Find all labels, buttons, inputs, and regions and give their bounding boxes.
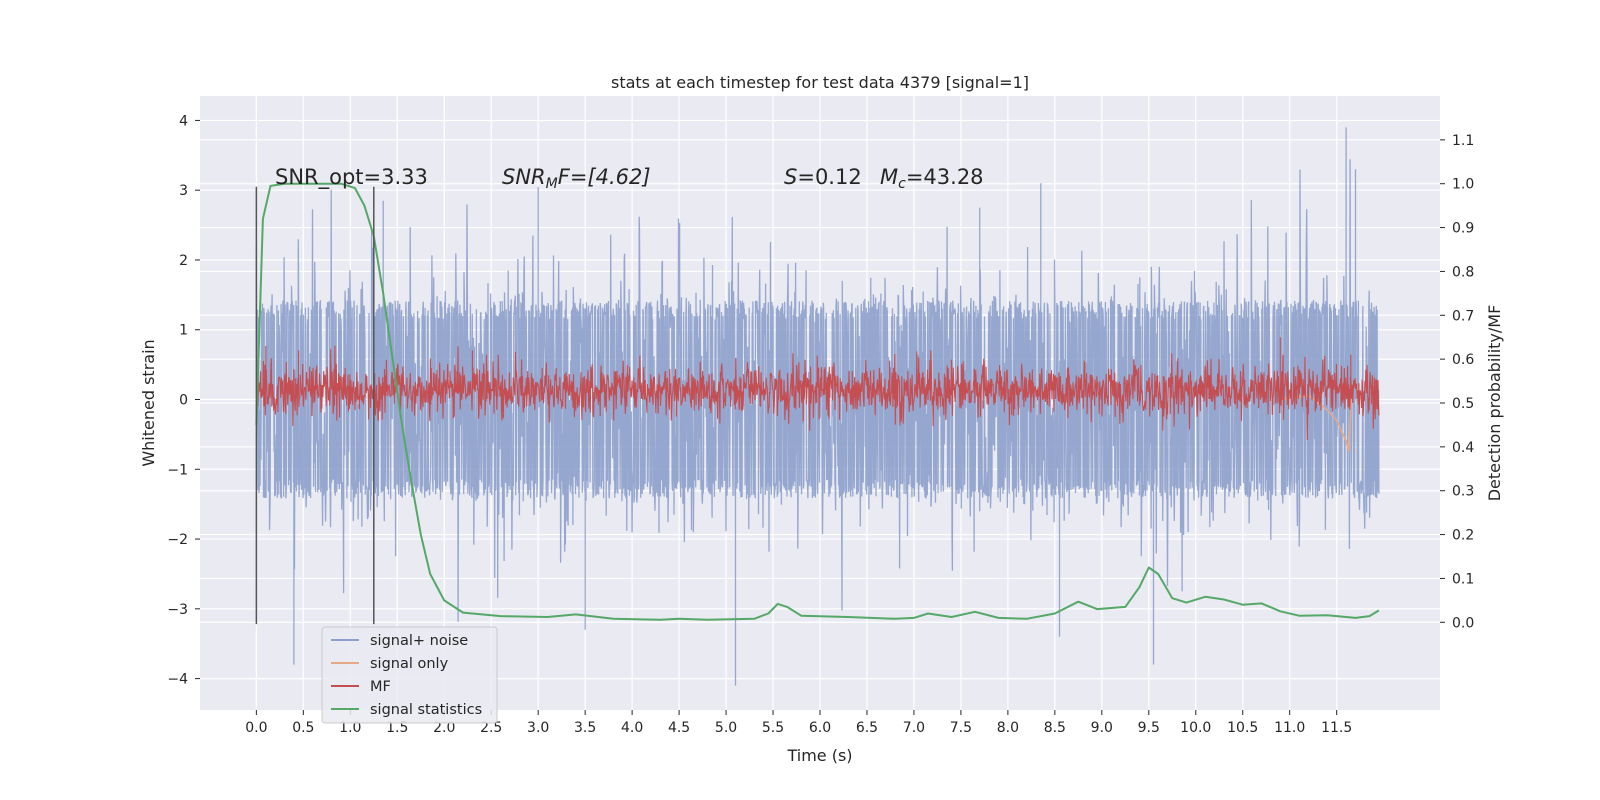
snr-mf-sub: M xyxy=(546,176,558,192)
y-tick-label-4: 0 xyxy=(179,393,188,409)
annotation-snr-opt: SNR_opt=3.33 xyxy=(275,165,428,190)
mc-label: M xyxy=(880,165,898,189)
y2-axis-label: Detection probability/MF xyxy=(1485,305,1504,502)
y-tick-label-5: −1 xyxy=(167,462,188,478)
y-axis-label: Whitened strain xyxy=(139,339,158,466)
y-tick-label-0: 4 xyxy=(179,113,188,129)
x-tick-label-4: 2.0 xyxy=(433,720,455,736)
mc-sub: c xyxy=(898,176,906,192)
x-tick-label-15: 7.5 xyxy=(950,720,972,736)
y-axis-ticks: 4 3 2 1 0 −1 −2 −3 −4 xyxy=(167,113,200,688)
chart-title: stats at each timestep for test data 437… xyxy=(611,73,1029,92)
legend: signal+ noise signal only MF signal stat… xyxy=(321,626,498,724)
vertical-markers xyxy=(255,186,375,625)
y2-tick-label-6: 0.5 xyxy=(1452,396,1474,412)
x-axis-label: Time (s) xyxy=(786,746,852,765)
x-tick-label-0: 0.0 xyxy=(245,720,267,736)
y-tick-label-2: 2 xyxy=(179,253,188,269)
x-tick-label-21: 10.5 xyxy=(1227,720,1258,736)
s-value: =0.12 xyxy=(797,165,861,189)
y2-tick-label-2: 0.9 xyxy=(1452,221,1474,237)
annotation-snr-mf: SNRMF=[4.62] xyxy=(502,165,651,192)
x-tick-label-11: 5.5 xyxy=(762,720,784,736)
x-tick-label-5: 2.5 xyxy=(480,720,502,736)
y-tick-label-3: 1 xyxy=(179,323,188,339)
x-tick-label-18: 9.0 xyxy=(1091,720,1113,736)
y2-tick-label-8: 0.3 xyxy=(1452,484,1474,500)
y2-tick-label-0: 1.1 xyxy=(1452,133,1474,149)
x-tick-label-6: 3.0 xyxy=(527,720,549,736)
x-tick-label-9: 4.5 xyxy=(668,720,690,736)
x-tick-label-19: 9.5 xyxy=(1138,720,1160,736)
x-tick-label-14: 7.0 xyxy=(903,720,925,736)
x-tick-label-1: 0.5 xyxy=(292,720,314,736)
x-tick-label-2: 1.0 xyxy=(339,720,361,736)
y2-tick-label-11: 0.0 xyxy=(1452,615,1474,631)
x-axis-ticks: 0.0 0.5 1.0 1.5 2.0 2.5 3.0 3.5 4.0 4.5 5.0 5.5 6.0 6… xyxy=(245,710,1352,736)
x-tick-label-16: 8.0 xyxy=(997,720,1019,736)
x-tick-label-22: 11.0 xyxy=(1274,720,1305,736)
y-tick-label-8: −4 xyxy=(167,672,188,688)
x-tick-label-8: 4.0 xyxy=(621,720,643,736)
y-tick-label-1: 3 xyxy=(179,183,188,199)
legend-box xyxy=(321,626,498,724)
annotation-mc: Mc=43.28 xyxy=(880,165,984,192)
y2-tick-label-3: 0.8 xyxy=(1452,264,1474,280)
x-tick-label-3: 1.5 xyxy=(386,720,408,736)
y2-tick-label-1: 1.0 xyxy=(1452,177,1474,193)
y2-tick-label-9: 0.2 xyxy=(1452,528,1474,544)
legend-label-signal-statistics: signal statistics xyxy=(370,702,482,718)
y-tick-label-7: −3 xyxy=(167,602,188,618)
x-tick-label-10: 5.0 xyxy=(715,720,737,736)
annotation-s: S=0.12 xyxy=(784,165,862,189)
legend-label-signal-noise: signal+ noise xyxy=(370,633,468,649)
x-tick-label-17: 8.5 xyxy=(1044,720,1066,736)
series-signal-statistics xyxy=(255,182,1380,621)
legend-label-signal-only: signal only xyxy=(370,656,449,672)
snr-mf-prefix: SNR xyxy=(502,165,546,189)
legend-label-mf: MF xyxy=(370,679,391,695)
s-label: S xyxy=(784,165,797,189)
y2-axis-ticks: 1.1 1.0 0.9 0.8 0.7 0.6 0.5 0.4 0.3 0.2 0.1 0.0 xyxy=(1440,133,1474,631)
y-tick-label-6: −2 xyxy=(167,532,188,548)
x-tick-label-20: 10.0 xyxy=(1180,720,1211,736)
snr-mf-suffix: F=[4.62] xyxy=(558,165,651,189)
mc-value: =43.28 xyxy=(906,165,984,189)
y2-tick-label-4: 0.7 xyxy=(1452,308,1474,324)
x-tick-label-13: 6.5 xyxy=(856,720,878,736)
y2-tick-label-7: 0.4 xyxy=(1452,440,1474,456)
x-tick-label-7: 3.5 xyxy=(574,720,596,736)
x-tick-label-23: 11.5 xyxy=(1321,720,1352,736)
y2-tick-label-10: 0.1 xyxy=(1452,571,1474,587)
series-mf xyxy=(255,337,1380,441)
x-tick-label-12: 6.0 xyxy=(809,720,831,736)
y2-tick-label-5: 0.6 xyxy=(1452,352,1474,368)
series-layer xyxy=(255,127,1380,686)
